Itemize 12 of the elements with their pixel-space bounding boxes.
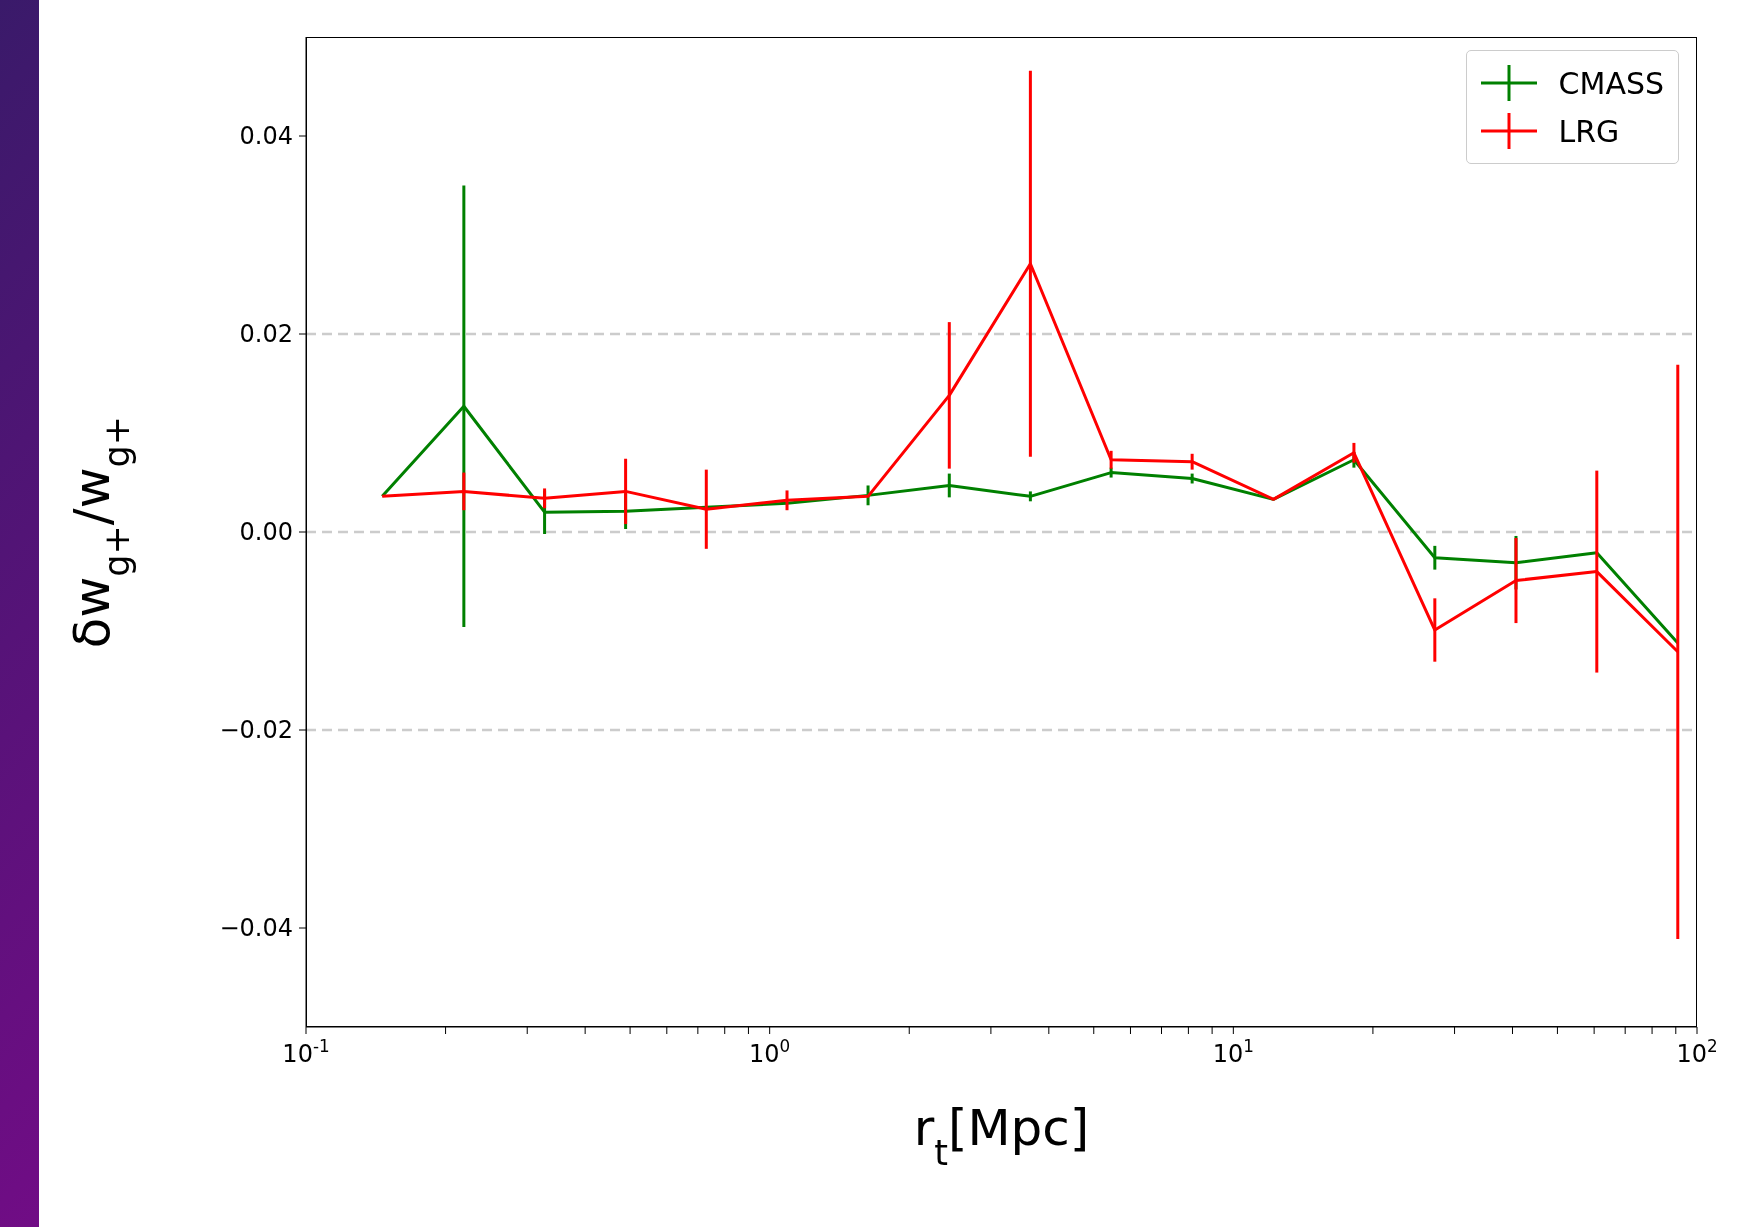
x-axis-title: r$_{t}$[Mpc] bbox=[913, 1099, 1090, 1173]
y-tick-label: 0.02 bbox=[239, 320, 293, 348]
legend-label: CMASS bbox=[1558, 65, 1664, 101]
y-tick-label: −0.02 bbox=[219, 716, 293, 744]
y-tick-label: 0.00 bbox=[239, 518, 293, 546]
legend-label: LRG bbox=[1558, 113, 1620, 149]
y-tick-label: −0.04 bbox=[219, 914, 293, 942]
x-tick-label: 10$^{2}$ bbox=[1676, 1036, 1718, 1068]
x-tick-label: 10$^{-1}$ bbox=[282, 1036, 330, 1068]
y-tick-label: 0.04 bbox=[239, 122, 293, 150]
x-tick-label: 10$^{1}$ bbox=[1212, 1036, 1254, 1068]
x-tick-label: 10$^{0}$ bbox=[749, 1036, 791, 1068]
